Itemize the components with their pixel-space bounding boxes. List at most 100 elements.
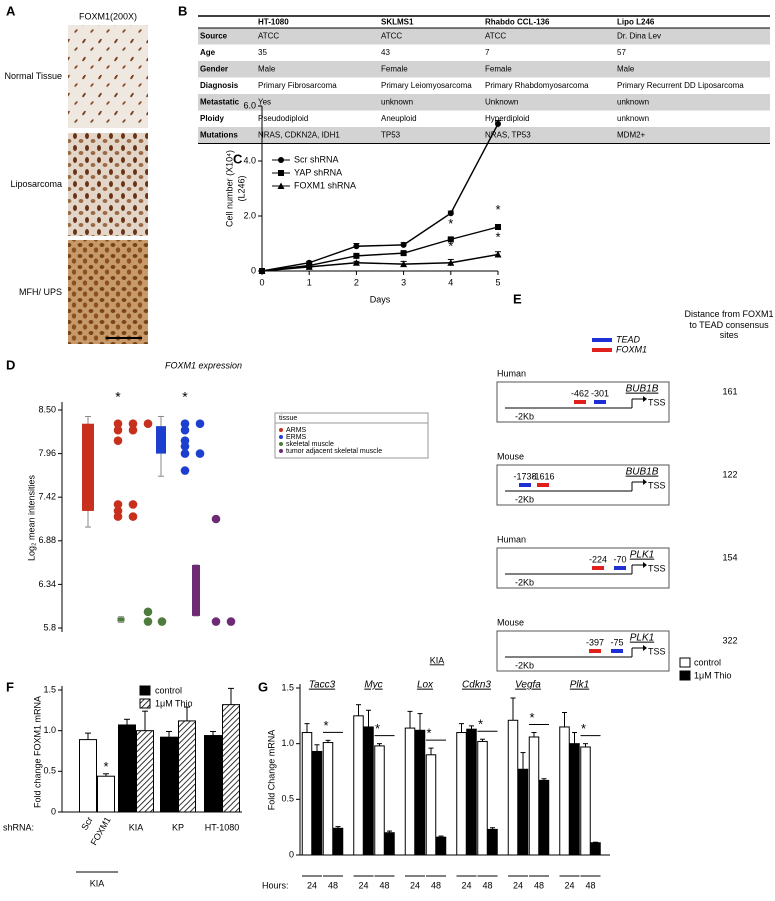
legend-swatch [592, 348, 612, 352]
hours-value: 24 [513, 880, 523, 890]
significance: * [426, 726, 431, 741]
x-tick-label: 3 [401, 277, 406, 287]
species-label: Mouse [497, 451, 524, 461]
legend-label: YAP shRNA [294, 167, 342, 177]
panel-title: FOXM1(200X) [79, 11, 137, 21]
x-tick-label: 1 [307, 277, 312, 287]
gene-label: PLK1 [630, 550, 654, 561]
panel-letter: A [6, 3, 16, 18]
row-label: Diagnosis [200, 81, 239, 90]
legend-swatch [139, 685, 151, 696]
y-axis-label: Fold Change mRNA [266, 730, 276, 811]
y-axis-label: Fold change FOXM1 mRNA [32, 696, 42, 808]
bar [590, 842, 601, 856]
marker [447, 259, 455, 266]
legend-label: TEAD [616, 334, 641, 344]
site-mark [592, 566, 604, 570]
image-label: Normal Tissue [4, 71, 62, 82]
point [113, 419, 123, 429]
marker [258, 267, 266, 274]
bar [456, 732, 467, 856]
legend-swatch [592, 338, 612, 342]
table-cell: Primary Recurrent DD Liposarcoma [617, 81, 744, 90]
row-label: Age [200, 48, 216, 57]
marker [305, 263, 313, 270]
significance: * [448, 216, 453, 231]
point [128, 512, 138, 521]
y-tick-label: 0 [289, 849, 294, 859]
bar [353, 715, 364, 856]
point [128, 419, 138, 429]
point [211, 514, 221, 524]
table-cell: Female [381, 64, 408, 73]
table-cell: MDM2+ [617, 130, 646, 139]
row-shade [198, 94, 770, 111]
gene-label: Plk1 [570, 680, 589, 691]
point [180, 425, 190, 435]
significance: * [495, 202, 500, 217]
site-mark [611, 649, 623, 653]
bar [435, 836, 447, 856]
marker [277, 182, 285, 189]
distance-value: 161 [722, 386, 737, 396]
hours-value: 48 [482, 880, 492, 890]
site-label: -301 [591, 388, 609, 398]
gene-label: BUB1B [626, 384, 659, 395]
legend-swatch [679, 657, 691, 668]
x-prefix: shRNA: [3, 822, 34, 832]
site-label: -397 [586, 637, 604, 647]
panel-letter: G [258, 679, 268, 694]
point [211, 617, 221, 626]
site-mark [537, 483, 549, 487]
table-cell: Unknown [485, 97, 518, 106]
hours-value: 24 [358, 880, 368, 890]
hours-value: 24 [461, 880, 471, 890]
table-cell: TP53 [381, 130, 401, 139]
tissue-image [68, 25, 148, 128]
legend-dot [279, 442, 283, 446]
box [82, 423, 94, 511]
bar [332, 827, 344, 856]
bar [222, 704, 240, 813]
legend-label: FOXM1 shRNA [294, 180, 356, 190]
distance-value: 322 [722, 635, 737, 645]
bar [178, 720, 196, 813]
hours-value: 48 [328, 880, 338, 890]
site-label: -75 [610, 637, 623, 647]
point [180, 466, 190, 475]
box [117, 617, 125, 622]
bar [477, 740, 488, 856]
table-cell: Aneuploid [381, 114, 417, 123]
site-mark [589, 649, 601, 653]
image-label: MFH/ UPS [18, 286, 62, 297]
x-tick-label: 4 [448, 277, 453, 287]
series-line [261, 253, 499, 272]
legend-label: skeletal muscle [286, 441, 334, 448]
y-axis-label: Log₂ mean intensities [26, 474, 36, 561]
column-header: Lipo L246 [617, 18, 655, 27]
marker [353, 243, 360, 250]
panel-letter: F [6, 679, 14, 694]
image-label: Liposarcoma [10, 179, 62, 190]
marker [400, 250, 407, 257]
marker [400, 260, 408, 268]
hours-label: Hours: [262, 880, 289, 890]
bar [322, 742, 334, 856]
bar [559, 726, 570, 856]
chart-title: KIA [430, 655, 445, 665]
start-label: -2Kb [515, 577, 534, 587]
marker [352, 259, 360, 266]
bar [97, 775, 115, 813]
table-cell: 57 [617, 48, 626, 57]
hours-value: 24 [564, 880, 574, 890]
gene-label: Vegfa [515, 680, 541, 691]
point [113, 500, 123, 509]
table-cell: Primary Fibrosarcoma [258, 81, 337, 90]
bar [301, 732, 313, 856]
y-tick-label: 4.0 [243, 155, 256, 165]
x-tick-label: 0 [259, 277, 264, 287]
bar [507, 719, 519, 856]
point [113, 512, 123, 521]
point [195, 449, 205, 458]
